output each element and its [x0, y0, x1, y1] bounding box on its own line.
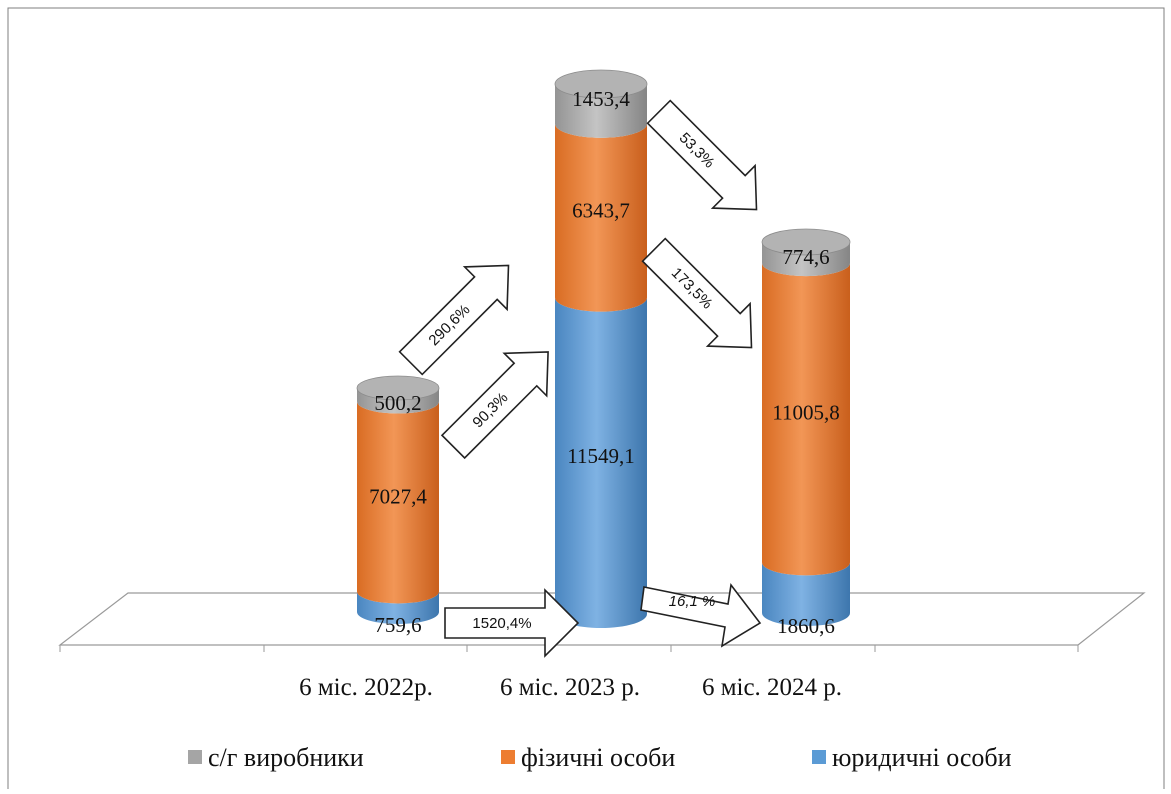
growth-arrow-90: 90,3% [440, 351, 549, 460]
growth-arrow-173: 173,5% [641, 237, 753, 349]
legend: с/г виробники фізичні особи юридичні осо… [188, 743, 1012, 772]
legend-label-legal: юридичні особи [832, 743, 1012, 772]
growth-arrow-290: 290,6% [398, 264, 510, 376]
data-label-individuals-2022: 7027,4 [369, 484, 427, 508]
data-label-agri-2024: 774,6 [782, 245, 829, 269]
growth-arrow-53: 53,3% [646, 99, 758, 211]
growth-arrow-1520: 1520,4% [444, 588, 580, 658]
growth-arrow-53-shape [646, 99, 758, 211]
cylinder-2023 [554, 69, 648, 628]
growth-arrow-1520-label: 1520,4% [472, 615, 531, 632]
growth-arrow-1520-shape [444, 588, 580, 658]
bar-segment-legal-2022 [356, 591, 439, 624]
x-tick-label-2022: 6 міс. 2022р. [299, 674, 433, 701]
legend-swatch-agri [188, 750, 202, 764]
data-label-individuals-2023: 6343,7 [572, 199, 630, 223]
bar-segment-legal-2024 [762, 562, 850, 626]
data-label-legal-2024: 1860,6 [777, 614, 835, 638]
growth-arrow-16-label: 16,1 % [669, 593, 716, 610]
bar-segment-agri-2022 [356, 388, 439, 414]
data-labels-layer: 759,6 7027,4 500,2 11549,1 6343,7 1453,4 1860,… [369, 87, 840, 638]
bar-segment-individuals-2023 [555, 123, 647, 312]
growth-arrow-90-shape [440, 351, 549, 460]
bar-segment-individuals-2022 [356, 401, 439, 604]
data-label-legal-2023: 11549,1 [567, 444, 634, 468]
legend-swatch-individuals [501, 750, 515, 764]
x-tick-label-2023: 6 міс. 2023 р. [500, 674, 640, 701]
cylinder-top-cap-2023 [554, 69, 648, 99]
chart-border [7, 7, 1165, 794]
cylinder-2022 [356, 375, 440, 624]
cylinder-top-cap-2022 [356, 375, 440, 401]
x-tick-label-2024: 6 міс. 2024 р. [702, 674, 842, 701]
growth-arrow-16-shape [640, 583, 762, 648]
data-label-agri-2022: 500,2 [374, 391, 421, 415]
growth-arrow-173-shape [641, 237, 753, 349]
bar-segment-agri-2023 [555, 84, 647, 138]
data-label-agri-2023: 1453,4 [572, 87, 630, 111]
legend-label-agri: с/г виробники [208, 743, 364, 772]
bar-segment-legal-2023 [555, 297, 647, 628]
cylinder-top-cap-2024 [761, 228, 851, 256]
data-label-legal-2022: 759,6 [374, 613, 421, 637]
category-axis-ticks [59, 645, 1079, 652]
growth-arrow-290-shape [398, 264, 510, 376]
cylinder-2024 [761, 228, 851, 626]
data-label-individuals-2024: 11005,8 [772, 401, 839, 425]
bar-segment-individuals-2024 [762, 263, 850, 576]
bar-segment-agri-2024 [762, 242, 850, 277]
bars-layer [356, 69, 851, 628]
legend-label-individuals: фізичні особи [521, 743, 675, 772]
growth-arrow-16: 16,1 % [640, 583, 762, 648]
legend-swatch-legal [812, 750, 826, 764]
